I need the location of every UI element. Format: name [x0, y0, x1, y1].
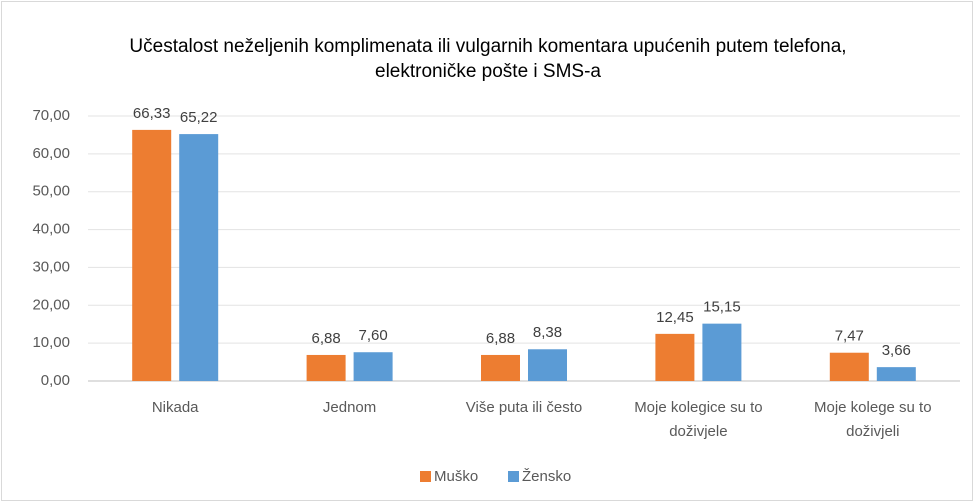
bar: [702, 323, 742, 381]
chart-title: Učestalost neželjenih komplimenata ili v…: [129, 36, 847, 82]
y-tick-label: 0,00: [41, 372, 70, 389]
y-tick-label: 40,00: [32, 221, 70, 238]
data-label: 6,88: [486, 330, 515, 347]
bar: [353, 352, 393, 381]
data-label: 66,33: [133, 105, 171, 122]
data-label: 3,66: [882, 342, 911, 359]
x-tick-label: Jednom: [322, 399, 377, 416]
y-tick-label: 70,00: [32, 107, 70, 124]
data-label: 12,45: [656, 309, 694, 326]
x-tick-label: Više puta ili često: [465, 399, 583, 416]
bar: [829, 352, 869, 381]
legend-label: Muško: [434, 468, 478, 485]
data-label: 65,22: [180, 109, 218, 126]
data-label: 15,15: [703, 299, 741, 316]
bar: [132, 129, 172, 381]
y-tick-label: 20,00: [32, 296, 70, 313]
data-label: 6,88: [311, 330, 340, 347]
bar: [179, 134, 219, 381]
bar: [306, 354, 346, 381]
x-tick-label: Nikada: [151, 399, 199, 416]
legend-swatch: [420, 471, 431, 482]
bar: [876, 367, 916, 381]
data-label: 8,38: [533, 324, 562, 341]
data-label: 7,47: [835, 328, 864, 345]
bar: [481, 354, 520, 381]
x-tick-label: Moje kolege su to doživjeli: [814, 399, 932, 440]
x-tick-label: Moje kolegice su to doživjele: [634, 399, 763, 440]
y-tick-label: 50,00: [32, 183, 70, 200]
bar: [655, 333, 695, 381]
y-tick-label: 60,00: [32, 145, 70, 162]
legend-swatch: [508, 471, 519, 482]
legend-label: Žensko: [522, 468, 571, 485]
y-tick-label: 30,00: [32, 258, 70, 275]
bar: [528, 349, 567, 381]
y-tick-label: 10,00: [32, 334, 70, 351]
data-label: 7,60: [358, 327, 387, 344]
